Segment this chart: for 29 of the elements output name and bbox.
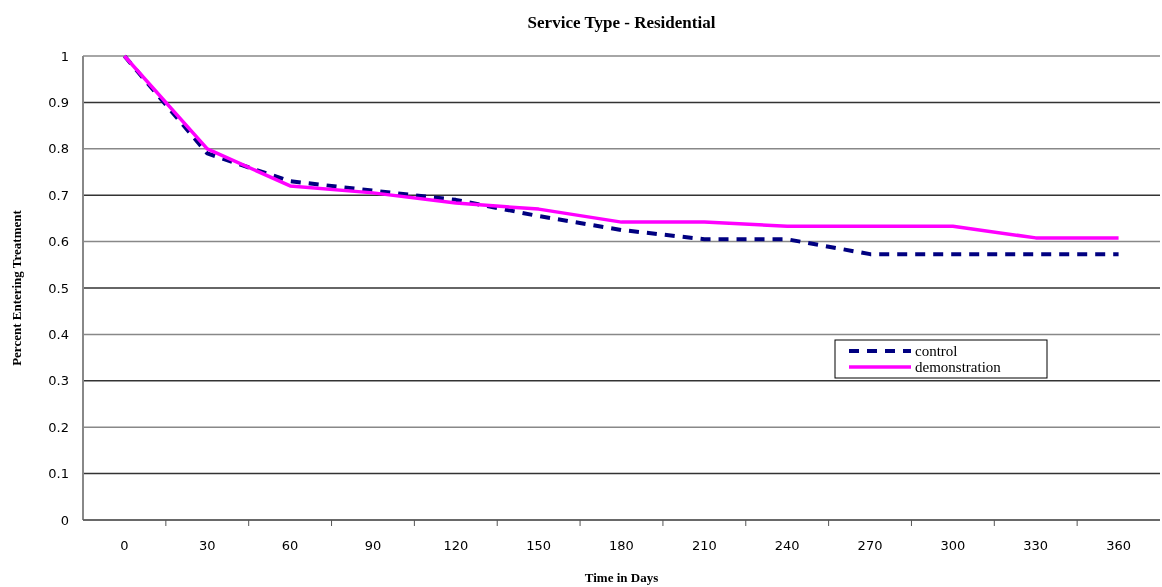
y-tick-label: 0.9 [48,94,69,110]
x-tick-label: 0 [120,538,129,553]
y-tick-label: 0.1 [48,466,69,482]
y-tick-label: 0.6 [48,234,69,250]
legend-label: control [915,343,958,360]
y-tick-label: 0.5 [48,280,69,296]
y-tick-label: 0 [60,512,69,528]
x-tick-label: 90 [364,538,382,553]
x-tick-label: 270 [857,538,883,553]
x-axis-title: Time in Days [584,570,659,585]
x-tick-label: 60 [281,538,299,553]
x-tick-label: 240 [774,538,800,553]
x-tick-label: 120 [443,538,469,553]
x-tick-label: 360 [1106,538,1131,553]
x-tick-label: 150 [526,538,552,553]
x-tick-label: 300 [940,538,966,553]
y-tick-label: 0.3 [48,373,69,389]
y-tick-label: 0.4 [48,326,69,342]
y-axis-title: Percent Entering Treatment [9,209,24,366]
x-tick-label: 180 [609,538,634,553]
y-tick-label: 0.8 [48,141,69,157]
chart-title: Service Type - Residential [527,13,716,32]
y-tick-label: 0.2 [48,419,69,435]
x-tick-label: 330 [1023,538,1049,553]
x-tick-label: 30 [199,538,216,553]
legend-label: demonstration [915,359,1002,376]
y-tick-label: 0.7 [48,187,69,203]
x-tick-label: 210 [691,538,717,553]
y-tick-label: 1 [60,48,69,64]
